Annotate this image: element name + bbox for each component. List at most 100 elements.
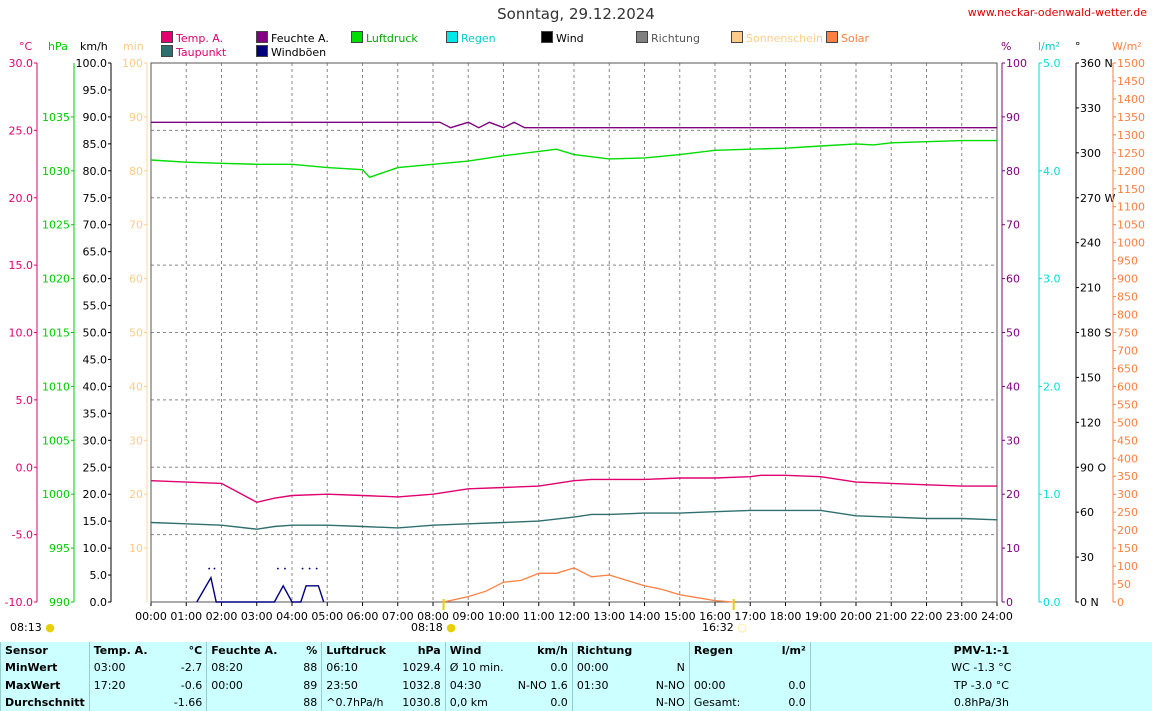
legend-label: Feuchte A. [271,32,329,45]
cell: 01:30 N-NO [571,676,690,694]
legend-label: Richtung [651,32,700,45]
series-line [151,121,997,129]
humidity-tick-label: 0 [1006,596,1013,609]
direction-tick-label: 180 S [1080,327,1111,340]
humidity-tick-label: 30 [1006,434,1020,447]
solar-tick-label: 150 [1117,542,1138,555]
series-line [443,567,733,603]
x-tick-label: 13:00 [593,610,625,623]
wind-tick-label: 0.0 [90,596,108,609]
sunset-label: 16:32 ○ [702,621,747,634]
x-tick-label: 11:00 [523,610,555,623]
temp-tick-label: 5.0 [16,394,34,407]
cell: 00:00 N [571,659,690,677]
x-tick-label: 03:00 [241,610,273,623]
solar-tick-label: 800 [1117,309,1138,322]
rain-tick-label: 1.0 [1043,488,1061,501]
solar-tick-label: 1000 [1117,237,1145,250]
humidity-tick-label: 60 [1006,273,1020,286]
header-direction: Richtung [571,642,690,660]
sun-tick-label: 60 [129,273,143,286]
gust-marker [308,567,311,570]
humidity-tick-label: 100 [1006,57,1027,70]
legend-swatch [161,31,173,43]
wind-tick-label: 5.0 [90,569,108,582]
solar-tick-label: 850 [1117,291,1138,304]
legend-swatch [351,31,363,43]
cell: -1.66 [173,695,203,709]
site-link[interactable]: www.neckar-odenwald-wetter.de [967,6,1147,19]
row-label: Durchschnitt [0,693,90,711]
legend-item: Luftdruck [351,31,418,45]
wind-tick-label: 15.0 [83,515,108,528]
humidity-tick-label: 70 [1006,219,1020,232]
solar-tick-label: 550 [1117,398,1138,411]
wind-tick-label: 65.0 [83,246,108,259]
solar-tick-label: 1400 [1117,93,1145,106]
solar-tick-label: 50 [1117,578,1131,591]
cell: WC -1.3 °C [809,659,1152,677]
x-tick-label: 08:00 [417,610,449,623]
solar-tick-label: 200 [1117,524,1138,537]
direction-tick-label: 120 [1080,416,1101,429]
wind-tick-label: 20.0 [83,488,108,501]
solar-tick-label: 1250 [1117,147,1145,160]
legend-swatch [636,31,648,43]
header-rain: Regen [688,642,766,660]
wind-tick-label: 100.0 [76,57,108,70]
solar-tick-label: 1050 [1117,219,1145,232]
solar-tick-label: 650 [1117,362,1138,375]
legend-swatch [731,31,743,43]
sun-tick-label: 30 [129,434,143,447]
x-tick-label: 02:00 [206,610,238,623]
legend-label: Solar [841,32,870,45]
cell: N-NO [571,693,690,711]
x-tick-label: 12:00 [558,610,590,623]
stats-row-max: MaxWert 17:20 -0.6 00:00 89 23:50 1032.8… [0,676,1152,694]
gust-marker [315,567,318,570]
cell: -0.6 [180,678,203,692]
header-temp-unit: °C [188,644,203,658]
cell [88,693,170,711]
pressure-tick-label: 1025 [42,219,70,232]
solar-tick-label: 750 [1117,327,1138,340]
header-pressure: Luftdruck [321,642,399,660]
pressure-tick-label: 1005 [42,434,70,447]
weather-chart: 00:00 01:00 02:00 03:00 04:00 05:00 06:00 07:00… [5,57,1145,623]
cell: ^0.7hPa/h [321,693,399,711]
cell: 89 [303,678,318,692]
legend-swatch [256,31,268,43]
solar-tick-label: 1100 [1117,201,1145,214]
unit-solar: W/m² [1112,40,1142,53]
stats-table: Sensor Temp. A. °C Feuchte A. % Luftdruc… [0,642,1152,711]
sun-tick-label: 80 [129,165,143,178]
x-tick-label: 24:00 [981,610,1013,623]
rain-tick-label: 4.0 [1043,165,1061,178]
cell: N-NO 1.6 [517,678,568,692]
wind-tick-label: 95.0 [83,84,108,97]
solar-tick-label: 1350 [1117,111,1145,124]
x-tick-label: 22:00 [911,610,943,623]
x-tick-label: 16:00 [699,610,731,623]
x-tick-label: 09:00 [452,610,484,623]
sun-tick-label: 10 [129,542,143,555]
wind-tick-label: 85.0 [83,138,108,151]
sun-tick-label: 40 [129,380,143,393]
pressure-tick-label: 1015 [42,327,70,340]
sun-tick-label: 50 [129,327,143,340]
row-label: MaxWert [0,676,90,694]
direction-tick-label: 60 [1080,506,1094,519]
humidity-tick-label: 20 [1006,488,1020,501]
wind-tick-label: 80.0 [83,165,108,178]
cell: 08:20 [206,659,288,677]
humidity-tick-label: 50 [1006,327,1020,340]
wind-tick-label: 55.0 [83,300,108,313]
cell: 00:00 [688,676,766,694]
stats-header-row: Sensor Temp. A. °C Feuchte A. % Luftdruc… [0,642,1152,660]
legend-item: Windböen [256,45,326,59]
solar-tick-label: 100 [1117,560,1138,573]
cell: 1029.4 [402,661,441,675]
x-tick-label: 20:00 [840,610,872,623]
temp-tick-label: 25.0 [9,124,34,137]
x-tick-label: 15:00 [664,610,696,623]
